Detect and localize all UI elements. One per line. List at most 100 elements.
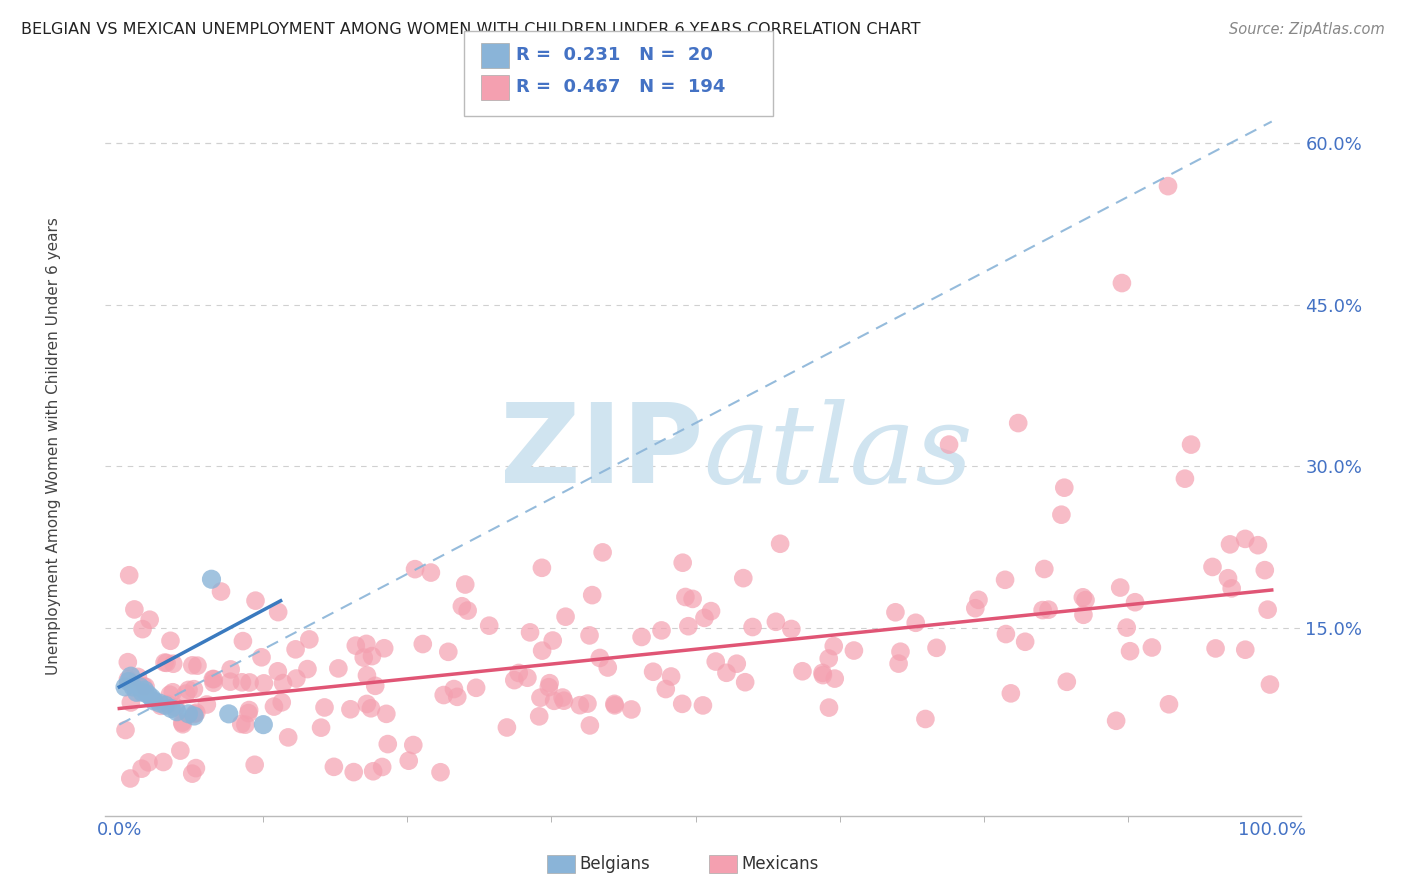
Point (127, 670, 149, 684)
Point (183, 682, 205, 697)
Point (650, 624, 672, 638)
Point (578, 628, 600, 642)
Point (250, 650, 273, 665)
Point (1247, 538, 1270, 552)
Point (322, 760, 344, 774)
Point (672, 556, 695, 570)
Point (125, 685, 148, 699)
Point (183, 706, 205, 721)
Point (339, 702, 361, 716)
Point (356, 637, 378, 651)
Point (252, 717, 274, 731)
Point (965, 601, 987, 615)
Point (671, 697, 693, 711)
Point (124, 602, 146, 616)
Point (184, 761, 207, 775)
Point (277, 731, 299, 745)
Point (1111, 276, 1133, 290)
Point (356, 668, 378, 682)
Point (165, 700, 187, 714)
Point (138, 613, 160, 627)
Point (454, 577, 477, 591)
Point (1033, 562, 1056, 576)
Point (457, 603, 479, 617)
Point (131, 685, 153, 699)
Point (733, 571, 755, 585)
Point (537, 680, 560, 694)
Point (1115, 621, 1137, 635)
Point (172, 715, 194, 730)
Point (232, 634, 254, 648)
Point (655, 681, 678, 696)
Point (353, 650, 375, 665)
Point (811, 668, 834, 682)
Point (765, 615, 787, 629)
Point (172, 717, 194, 731)
Point (202, 676, 225, 690)
Point (1056, 674, 1078, 689)
Point (581, 588, 603, 602)
Point (603, 697, 626, 711)
Point (823, 639, 845, 653)
Point (1074, 593, 1097, 607)
Point (159, 688, 181, 702)
Point (1000, 686, 1022, 700)
Point (716, 665, 738, 680)
Point (496, 721, 519, 735)
Point (181, 658, 204, 673)
Point (725, 657, 748, 671)
Point (201, 672, 224, 686)
Point (529, 690, 551, 705)
Point (1205, 641, 1227, 656)
Point (1220, 582, 1243, 596)
Point (297, 662, 319, 676)
Point (1180, 437, 1202, 451)
Point (412, 637, 434, 651)
Point (704, 655, 727, 669)
Point (114, 723, 136, 737)
Text: Mexicans: Mexicans (741, 855, 818, 873)
Point (117, 655, 139, 669)
Point (267, 605, 290, 619)
Point (238, 703, 260, 717)
Point (314, 700, 336, 714)
Point (842, 643, 865, 657)
Point (527, 709, 550, 723)
Point (519, 625, 541, 640)
Point (162, 657, 184, 671)
Point (122, 680, 145, 694)
Point (219, 674, 242, 689)
Point (271, 676, 294, 690)
Point (437, 645, 460, 659)
Point (817, 651, 839, 665)
Point (675, 590, 697, 604)
Point (343, 765, 366, 780)
Point (270, 695, 292, 709)
Point (1105, 714, 1128, 728)
Point (120, 696, 142, 710)
Point (925, 640, 948, 655)
Text: R =  0.467   N =  194: R = 0.467 N = 194 (516, 78, 725, 96)
Point (589, 651, 612, 665)
Point (700, 604, 723, 618)
Point (568, 698, 591, 713)
Point (166, 705, 188, 719)
Point (219, 662, 242, 676)
Point (135, 680, 157, 694)
Point (398, 754, 420, 768)
Point (579, 718, 602, 732)
Point (114, 680, 136, 694)
Point (152, 755, 174, 769)
Point (149, 696, 172, 710)
Point (117, 673, 139, 687)
Point (603, 698, 626, 713)
Point (136, 688, 159, 702)
Point (914, 712, 936, 726)
Point (543, 694, 565, 708)
Point (120, 669, 142, 683)
Point (551, 690, 574, 705)
Point (1201, 560, 1223, 574)
Point (118, 568, 141, 582)
Text: Belgians: Belgians (579, 855, 650, 873)
Point (132, 679, 155, 693)
